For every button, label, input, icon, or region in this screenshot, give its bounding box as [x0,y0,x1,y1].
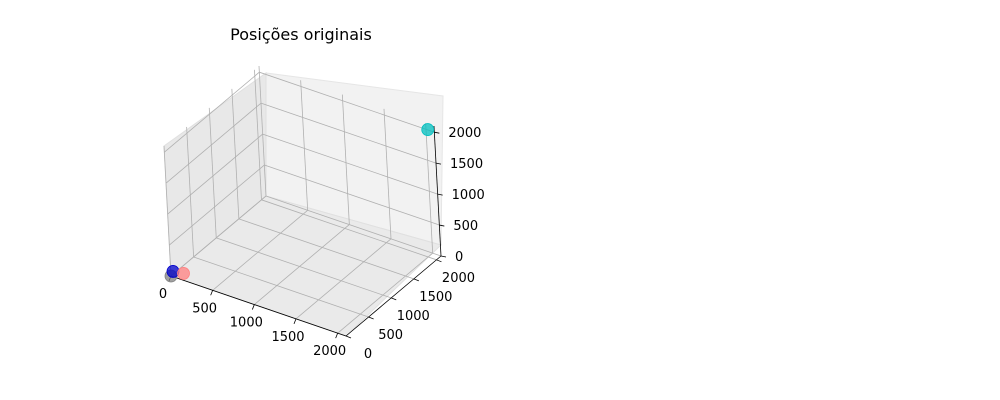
y-tick-1 [368,316,374,320]
z-grid-back-3 [260,102,437,164]
z-tick-1 [439,224,445,227]
data-point-3 [421,123,435,136]
z-tick-2 [437,193,443,196]
data-points [164,123,435,283]
x-tick-2 [251,304,255,310]
y-tick-label-3: 1500 [419,290,452,305]
y-tick-2 [391,297,397,301]
z-tick-0 [440,255,447,258]
z-grid-left-1 [169,164,265,246]
x-grid-back-3 [383,108,392,239]
y-grid-left-3 [231,88,240,219]
y-tick-label-4: 2000 [442,271,475,286]
x-tick-label-1: 500 [192,301,217,316]
x-axis-line [170,275,347,337]
y-grid-left-0 [163,145,172,277]
y-tick-4 [436,259,442,263]
z-grid-back-4 [259,71,435,133]
y-tick-label-0: 0 [364,347,372,362]
z-tick-4 [434,131,440,134]
axis-lines [170,125,442,337]
y-grid-left-2 [208,107,217,238]
x-tick-3 [293,318,297,325]
z-grid-back-1 [264,164,440,226]
z-grid-left-0 [170,195,267,277]
x-tick-1 [210,290,214,296]
z-tick-3 [435,162,442,165]
chart-title: Posições originais [230,25,372,44]
y-tick-label-2: 1000 [397,309,430,324]
x-grid-back-4 [425,123,434,254]
y-grid-floor-1 [193,256,369,318]
x-tick-label-3: 1500 [271,330,304,345]
z-tick-label-4: 2000 [448,126,481,141]
y-grid-floor-4 [261,199,437,261]
x-tick-label-4: 2000 [313,344,346,359]
y-tick-0 [345,335,352,339]
z-grid-back-0 [265,195,442,257]
x-grid-back-1 [300,80,309,211]
data-point-1 [166,265,180,278]
z-grid-left-3 [165,102,262,184]
z-tick-label-2: 1000 [452,188,485,203]
data-point-2 [177,267,190,280]
z-grid-left-2 [167,133,263,215]
z-grid-left-4 [164,71,260,153]
y-axis-line [345,255,442,337]
x-grid-floor-1 [212,209,308,291]
z-tick-label-0: 0 [455,250,463,265]
z-grid-back-2 [262,133,438,195]
x-grid-floor-2 [254,224,350,305]
z-tick-label-3: 1500 [450,157,483,172]
x-grid-floor-3 [295,238,392,320]
x-tick-label-0: 0 [159,287,167,302]
y-grid-left-1 [186,126,195,257]
y-grid-floor-2 [216,237,392,299]
x-tick-label-2: 1000 [230,316,263,331]
x-grid-floor-4 [337,252,433,334]
y-grid-floor-3 [238,218,414,280]
tick-labels: 0 500 1000 1500 2000 0 500 1000 1500 2000 0 500 1000… [159,126,485,362]
z-axis-line [433,125,442,257]
x-grid-back-2 [341,94,350,225]
y-tick-3 [413,278,420,282]
x-grid-back-0 [258,65,267,197]
x-tick-4 [335,332,339,339]
z-tick-label-1: 500 [453,219,478,234]
y-grid-left-4 [254,69,262,200]
y-tick-label-1: 500 [378,328,403,343]
